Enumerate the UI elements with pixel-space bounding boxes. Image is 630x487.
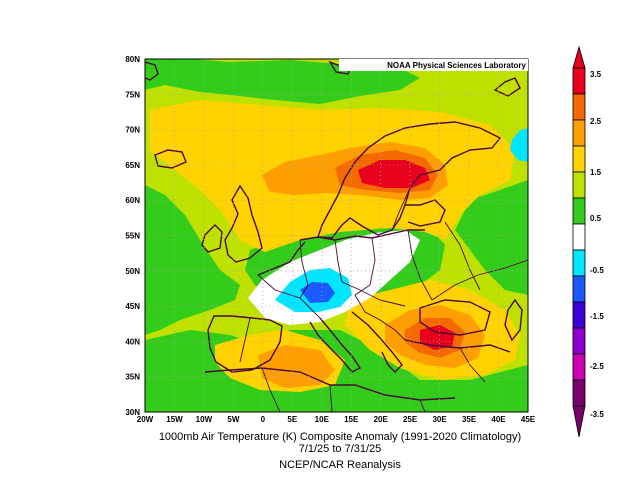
lat-labels: 80N 75N 70N 65N 60N 55N 50N 45N 40N 35N … (125, 55, 140, 417)
coast-finland (405, 199, 446, 227)
lon-label: 35E (462, 415, 477, 424)
colorbar-segment (572, 327, 586, 355)
lon-label: 5W (227, 415, 239, 424)
coast-ireland (201, 224, 223, 253)
field-deepred-south (420, 325, 455, 350)
map-frame (144, 58, 529, 413)
lat-label: 50N (125, 267, 140, 276)
credit-box (339, 59, 528, 71)
country-borders (239, 187, 528, 412)
lat-label: 35N (125, 373, 140, 382)
lon-label: 25E (403, 415, 418, 424)
lon-label: 20E (374, 415, 389, 424)
lon-label: 5E (287, 415, 297, 424)
lon-label: 0 (261, 415, 266, 424)
lat-label: 75N (125, 90, 140, 99)
colorbar-segment (572, 197, 586, 225)
caption-dates: 7/1/25 to 7/31/25 (298, 443, 382, 455)
lat-label: 70N (125, 126, 140, 135)
graticule (145, 59, 528, 412)
coast-iberia (207, 315, 283, 373)
lat-label: 65N (125, 161, 140, 170)
lon-label: 10E (315, 415, 330, 424)
colorbar-segment (572, 249, 586, 277)
colorbar-top-arrow (572, 45, 586, 69)
coast-caspian (504, 298, 523, 342)
lon-label: 40E (491, 415, 506, 424)
colorbar-label: 0.5 (590, 214, 602, 223)
coast-blacksea (419, 299, 491, 336)
lat-label: 60N (125, 196, 140, 205)
colorbar-segment (572, 171, 586, 199)
colorbar-segment (572, 119, 586, 147)
colorbar-label: 3.5 (590, 70, 602, 79)
colorbar: 3.5 2.5 1.5 0.5 -0.5 -1.5 -2.5 -3.5 (572, 45, 604, 438)
lon-label: 15W (166, 415, 183, 424)
field-cyan-ne (510, 128, 528, 162)
colorbar-segment (572, 145, 586, 173)
credit-text: NOAA Physical Sciences Laboratory (387, 61, 526, 70)
colorbar-segment (572, 379, 586, 407)
caption-title: 1000mb Air Temperature (K) Composite Ano… (158, 431, 522, 443)
lat-label: 45N (125, 302, 140, 311)
coast-iceland (154, 149, 187, 169)
coast-baltic (299, 229, 425, 241)
lon-label: 10W (196, 415, 213, 424)
colorbar-segment (572, 275, 586, 303)
colorbar-segment (572, 353, 586, 381)
coast-greenland (145, 61, 159, 81)
colorbar-label: 2.5 (590, 117, 602, 126)
anomaly-field (145, 59, 528, 412)
lat-label: 80N (125, 55, 140, 64)
colorbar-segment (572, 223, 586, 251)
colorbar-segment (572, 93, 586, 121)
coast-balkans (351, 311, 403, 373)
colorbar-bottom-arrow (572, 405, 586, 438)
field-orange-sw (258, 345, 335, 388)
lon-label: 20W (137, 415, 154, 424)
lat-label: 40N (125, 337, 140, 346)
coast-scandinavia (317, 121, 502, 239)
colorbar-label: 1.5 (590, 168, 602, 177)
colorbar-label: -0.5 (590, 266, 604, 275)
lat-label: 55N (125, 232, 140, 241)
colorbar-label: -1.5 (590, 312, 604, 321)
field-blue-center (300, 282, 335, 303)
lon-label: 15E (344, 415, 359, 424)
lon-label: 45E (521, 415, 536, 424)
colorbar-label: -2.5 (590, 362, 604, 371)
coast-britain (224, 184, 263, 263)
caption-source: NCEP/NCAR Reanalysis (279, 459, 401, 471)
lat-label: 30N (125, 408, 140, 417)
lon-labels: 20W 15W 10W 5W 0 5E 10E 15E 20E 25E 30E … (137, 415, 536, 424)
colorbar-label: -3.5 (590, 410, 604, 419)
field-deepred-north (358, 160, 430, 188)
colorbar-segment (572, 67, 586, 95)
lon-label: 30E (432, 415, 447, 424)
field-green-west (145, 185, 240, 335)
colorbar-segment (572, 301, 586, 329)
coast-novaya (493, 77, 521, 97)
coast-italy (309, 317, 362, 373)
